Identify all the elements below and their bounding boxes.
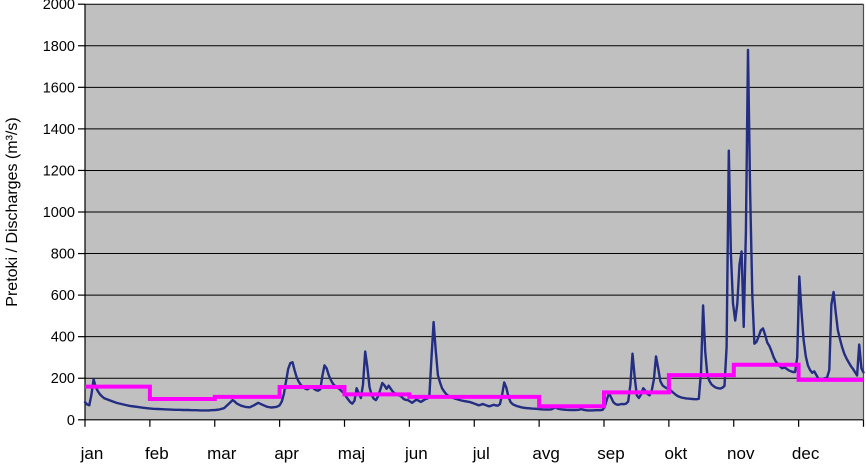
y-tick-label-0: 0 (67, 413, 75, 429)
y-tick-label-1000: 1000 (43, 205, 75, 221)
x-tick-label-jul: jul (472, 444, 490, 463)
x-tick-label-sep: sep (597, 444, 624, 463)
x-tick-label-apr: apr (274, 444, 299, 463)
plot-area: 0 200 400 600 800 1000 1200 1400 1600 1800 2000 jan… (43, 0, 865, 463)
x-tick-label-mar: mar (207, 444, 237, 463)
y-tick-label-400: 400 (51, 330, 75, 346)
monthly-mean-step-line (85, 362, 864, 409)
x-tick-label-jun: jun (404, 444, 428, 463)
daily-discharge-line (83, 48, 865, 412)
y-tick-label-1600: 1600 (43, 80, 75, 96)
y-tick-label-1200: 1200 (43, 163, 75, 179)
x-tick-label-avg: avg (532, 444, 559, 463)
x-tick-label-jan: jan (80, 444, 104, 463)
x-tick-label-okt: okt (665, 444, 688, 463)
y-tick-label-1400: 1400 (43, 122, 75, 138)
x-tick-label-maj: maj (338, 444, 365, 463)
x-tick-label-nov: nov (727, 444, 755, 463)
y-tick-label-2000: 2000 (43, 0, 75, 13)
x-tick-label-dec: dec (792, 444, 820, 463)
x-tick-label-feb: feb (145, 444, 169, 463)
y-tick-label-1800: 1800 (43, 39, 75, 55)
y-axis-title: Pretoki / Discharges (m³/s) (4, 117, 21, 306)
y-tick-label-800: 800 (51, 247, 75, 263)
y-tick-label-200: 200 (51, 371, 75, 387)
y-tick-label-600: 600 (51, 288, 75, 304)
